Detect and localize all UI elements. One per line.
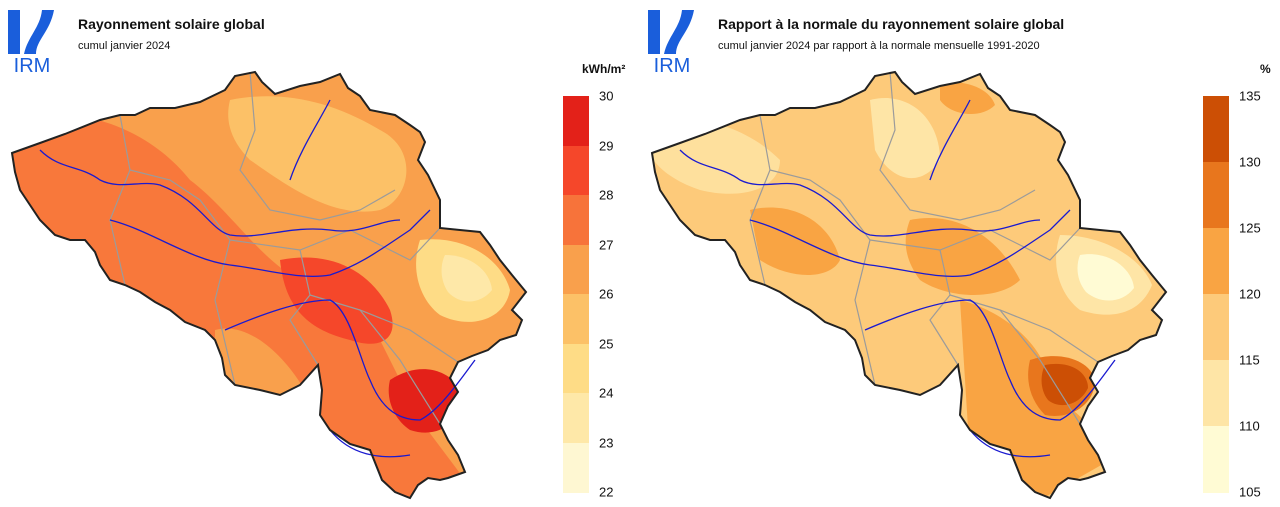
- legend-tick-label: 29: [599, 138, 614, 153]
- legend-tick-label: 24: [599, 385, 614, 401]
- irm-logo: IRM: [8, 10, 54, 74]
- legend-tick-label: 120: [1239, 286, 1261, 302]
- legend-tick-label: 26: [599, 286, 614, 302]
- legend-bin: [1203, 294, 1229, 361]
- legend-tick-label: 25: [599, 336, 614, 351]
- map-subtitle: cumul janvier 2024: [78, 40, 171, 52]
- map-subtitle: cumul janvier 2024 par rapport à la norm…: [718, 40, 1040, 52]
- legend-bin: [1203, 360, 1229, 427]
- logo-text: IRM: [654, 55, 691, 74]
- legend-bin: [563, 442, 589, 493]
- legend-bin: [563, 244, 589, 295]
- legend-bin: [563, 96, 589, 146]
- solar-radiation-ratio-panel: IRM Rapport à la normale du rayonnement …: [640, 0, 1280, 507]
- legend-bin: [563, 393, 589, 443]
- belgium-map: [651, 71, 1167, 499]
- legend-tick-label: 30: [599, 88, 614, 104]
- legend-tick-label: 22: [599, 484, 614, 500]
- legend-unit: kWh/m²: [582, 62, 626, 76]
- legend-tick-label: 28: [599, 187, 614, 203]
- belgium-map: [11, 71, 527, 499]
- legend-bin: [563, 195, 589, 245]
- legend-bin: [1203, 228, 1229, 295]
- legend-tick-label: 27: [599, 237, 614, 252]
- legend-tick-label: 130: [1239, 154, 1261, 170]
- legend-bin: [563, 343, 589, 394]
- legend-tick-label: 135: [1239, 88, 1261, 104]
- legend-tick-label: 110: [1239, 418, 1260, 434]
- color-legend: 30 29 28 27 26 25 24 23 22: [563, 89, 613, 500]
- legend-tick-label: 23: [599, 435, 614, 450]
- map-title: Rayonnement solaire global: [78, 16, 265, 32]
- legend-bin: [1203, 162, 1229, 229]
- map-title: Rapport à la normale du rayonnement sola…: [718, 16, 1065, 32]
- color-legend: 135 130 125 120 115 110 105: [1203, 89, 1261, 500]
- logo-text: IRM: [14, 55, 51, 74]
- solar-radiation-panel: IRM Rayonnement solaire global cumul jan…: [8, 10, 626, 500]
- legend-bin: [1203, 426, 1229, 493]
- legend-tick-label: 125: [1239, 220, 1261, 236]
- legend-bin: [563, 145, 589, 196]
- legend-bin: [563, 294, 589, 344]
- legend-unit: %: [1260, 62, 1271, 76]
- irm-logo: IRM: [648, 10, 694, 74]
- legend-tick-label: 105: [1239, 484, 1261, 500]
- legend-bin: [1203, 96, 1229, 163]
- legend-tick-label: 115: [1239, 352, 1260, 368]
